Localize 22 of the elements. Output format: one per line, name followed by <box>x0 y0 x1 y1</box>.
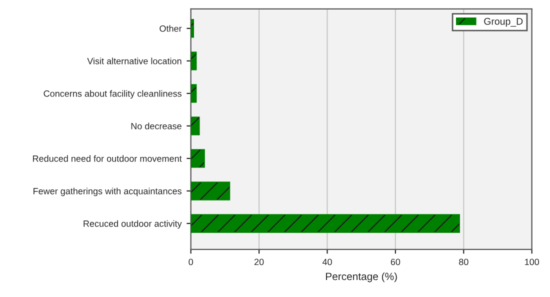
y-tick-label: Other <box>160 25 182 32</box>
x-tick-label: 100 <box>525 258 540 266</box>
y-tick-label: Fewer gatherings with acquaintances <box>34 188 182 196</box>
y-tick-label: Concerns about facility cleanliness <box>44 90 182 99</box>
x-tick-label: 0 <box>188 258 194 266</box>
bar <box>190 84 197 103</box>
y-tick-label: Recuced outdoor activity <box>84 220 182 229</box>
x-tick-label: 60 <box>390 258 400 266</box>
y-tick-label: Reduced need for outdoor movement <box>33 155 182 162</box>
bar <box>190 149 205 168</box>
bar <box>190 19 194 38</box>
x-tick-label: 40 <box>322 258 332 266</box>
bar <box>190 52 197 70</box>
bar <box>190 214 460 233</box>
x-tick-label: 20 <box>254 258 264 266</box>
y-tick-label: No decrease <box>131 122 182 130</box>
y-tick-label: Visit alternative location <box>87 58 182 64</box>
x-axis-title: Percentage (%) <box>326 272 397 282</box>
x-tick-label: 80 <box>459 258 468 266</box>
bar <box>190 182 230 200</box>
legend-label: Group_D <box>484 18 523 27</box>
bar <box>190 116 200 136</box>
